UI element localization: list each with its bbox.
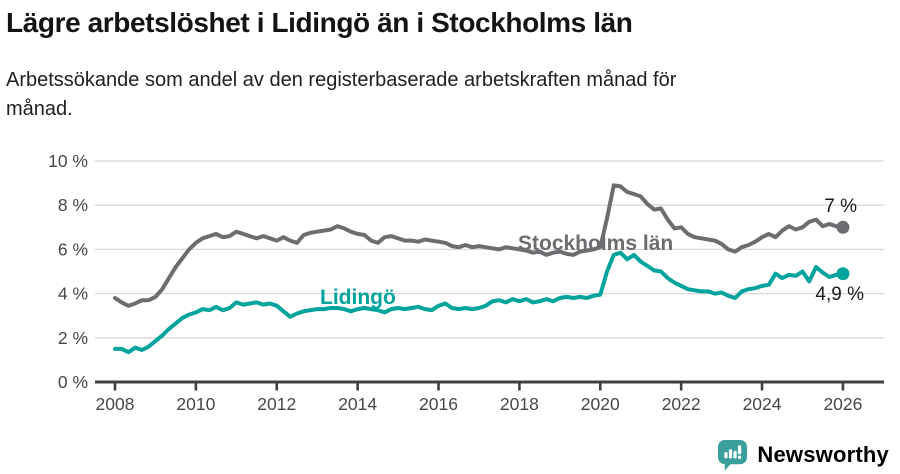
newsworthy-logo-icon [718, 439, 748, 471]
x-tick-label: 2014 [338, 394, 377, 414]
x-tick-label: 2008 [96, 394, 135, 414]
x-tick-label: 2026 [823, 394, 862, 414]
y-tick-label: 0 % [58, 372, 88, 392]
newsworthy-branding: Newsworthy [717, 439, 889, 471]
end-value-label: 7 % [824, 196, 857, 217]
x-tick-label: 2010 [176, 394, 215, 414]
end-value-label: 4,9 % [815, 284, 864, 305]
series-label: Stockholms län [518, 232, 673, 255]
series-line [113, 183, 845, 308]
page-title: Lägre arbetslöshet i Lidingö än i Stockh… [6, 7, 633, 38]
x-tick-label: 2012 [257, 394, 296, 414]
newsworthy-brand-name: Newsworthy [757, 442, 889, 467]
series-line [113, 250, 845, 355]
chart-subtitle: Arbetssökande som andel av den registerb… [6, 69, 677, 120]
y-tick-label: 4 % [58, 284, 88, 304]
series-end-dot [836, 267, 850, 281]
x-tick-label: 2018 [500, 394, 539, 414]
x-tick-label: 2020 [581, 394, 620, 414]
series-label: Lidingö [320, 286, 396, 309]
x-tick-label: 2016 [419, 394, 458, 414]
y-tick-label: 2 % [58, 328, 88, 348]
x-tick-label: 2022 [662, 394, 701, 414]
y-tick-label: 10 % [48, 151, 88, 171]
x-tick-label: 2024 [743, 394, 782, 414]
series-end-dot [836, 220, 850, 234]
y-tick-label: 8 % [58, 195, 88, 215]
y-tick-label: 6 % [58, 239, 88, 259]
